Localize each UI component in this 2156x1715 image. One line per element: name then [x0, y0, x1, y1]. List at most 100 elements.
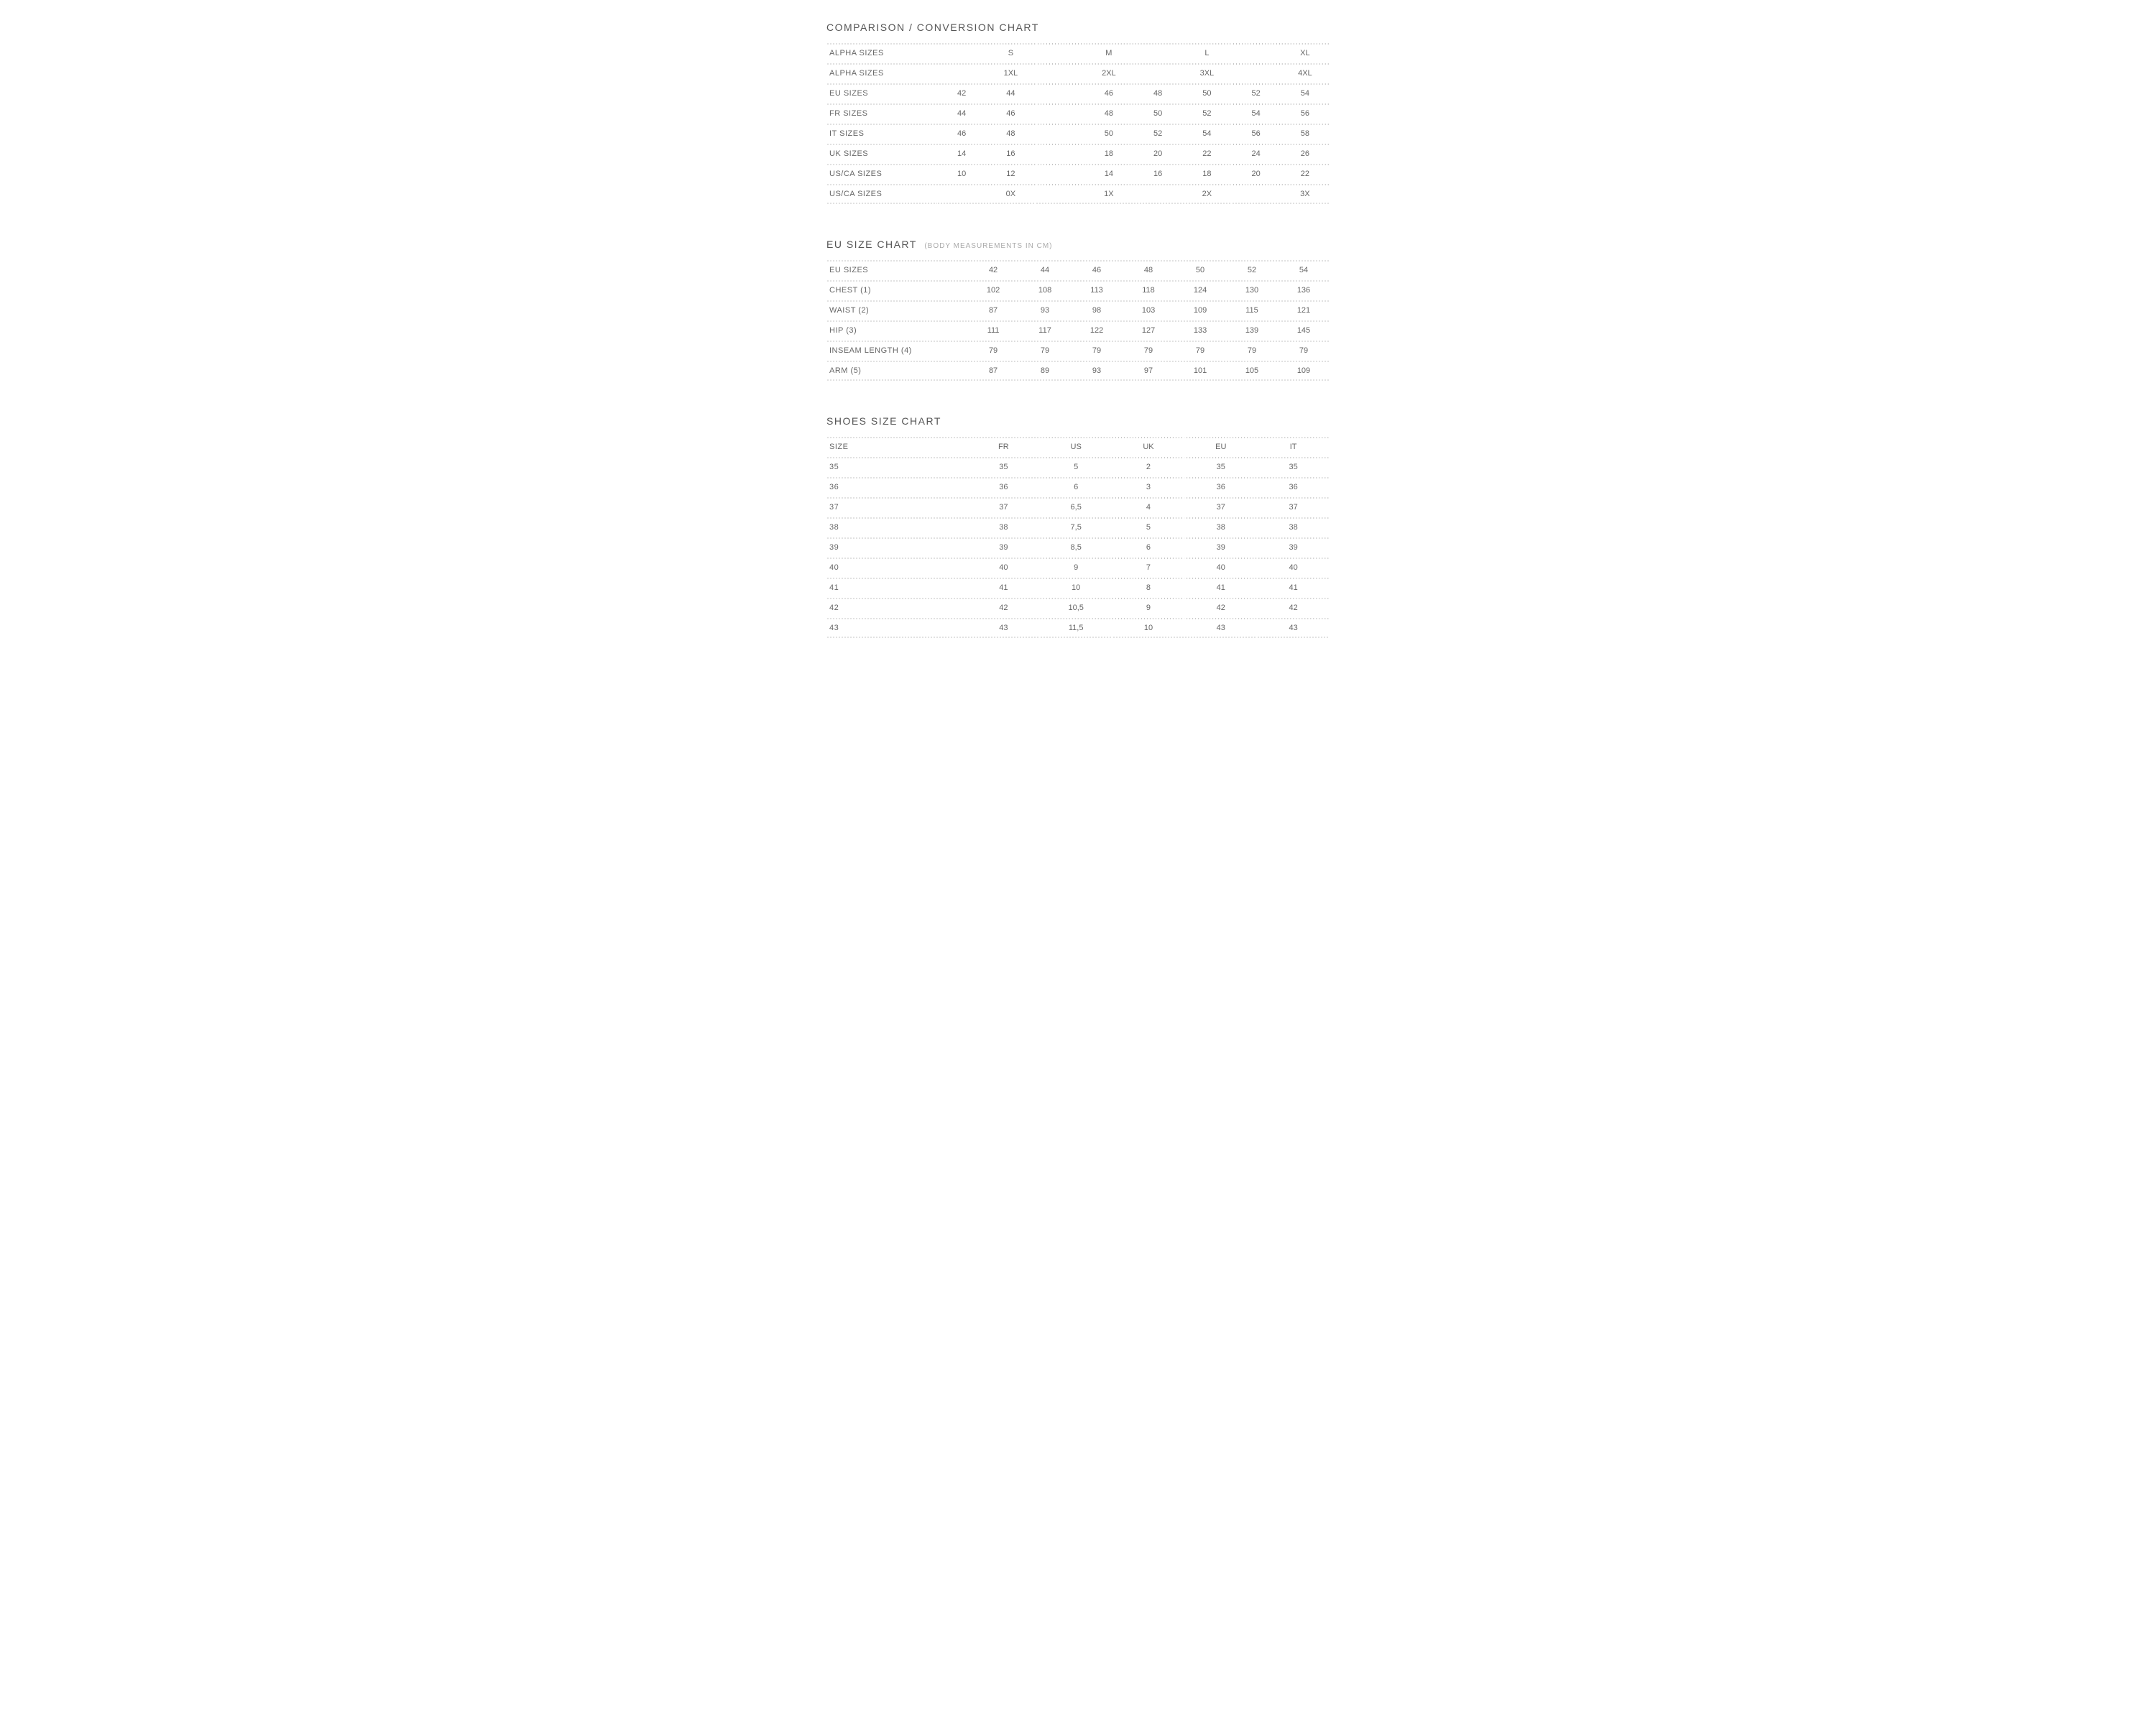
table-row: ALPHA SIZESSMLXL — [826, 43, 1330, 63]
cell-value: 40 — [1184, 558, 1257, 578]
cell-value: 2 — [1112, 457, 1185, 477]
cell-value: 37 — [967, 497, 1040, 517]
table-row: EU SIZES42444648505254 — [826, 260, 1330, 280]
cell-value: 56 — [1281, 103, 1330, 124]
cell-value: 103 — [1123, 300, 1174, 320]
table-row: EU SIZES42444648505254 — [826, 83, 1330, 103]
cell-value: 121 — [1278, 300, 1330, 320]
cell-value: 20 — [1232, 164, 1281, 184]
row-label: SIZE — [826, 437, 967, 457]
cell-value: UK — [1112, 437, 1185, 457]
cell-value: 3XL — [1182, 63, 1231, 83]
cell-value: 6 — [1040, 477, 1112, 497]
size-chart-page: COMPARISON / CONVERSION CHART ALPHA SIZE… — [826, 0, 1330, 667]
row-label: US/CA SIZES — [826, 184, 937, 204]
cell-value: 124 — [1174, 280, 1226, 300]
cell-value: 79 — [1174, 341, 1226, 361]
cell-value: 43 — [1257, 618, 1330, 638]
cell-value: 54 — [1281, 83, 1330, 103]
row-label: ALPHA SIZES — [826, 63, 937, 83]
cell-value — [1232, 63, 1281, 83]
cell-value: M — [1084, 43, 1133, 63]
cell-value: 79 — [1123, 341, 1174, 361]
cell-value: 35 — [1257, 457, 1330, 477]
cell-value: 14 — [1084, 164, 1133, 184]
cell-value: FR — [967, 437, 1040, 457]
cell-value: 3 — [1112, 477, 1185, 497]
cell-value: 89 — [1019, 361, 1071, 381]
cell-value: 24 — [1232, 144, 1281, 164]
table-row: HIP (3)111117122127133139145 — [826, 320, 1330, 341]
cell-value: 58 — [1281, 124, 1330, 144]
cell-value: 38 — [1184, 517, 1257, 537]
cell-value: 20 — [1133, 144, 1182, 164]
cell-value — [1036, 184, 1084, 204]
cell-value: 41 — [1257, 578, 1330, 598]
cell-value: 43 — [967, 618, 1040, 638]
cell-value: 5 — [1040, 457, 1112, 477]
cell-value: 111 — [967, 320, 1019, 341]
cell-value: 50 — [1174, 260, 1226, 280]
cell-value: 6 — [1112, 537, 1185, 558]
cell-value: 52 — [1182, 103, 1231, 124]
cell-value: 9 — [1040, 558, 1112, 578]
cell-value: 18 — [1182, 164, 1231, 184]
eu-chart-subtitle: (BODY MEASUREMENTS IN CM) — [924, 242, 1052, 250]
cell-value — [1133, 63, 1182, 83]
table-row: ARM (5)87899397101105109 — [826, 361, 1330, 381]
table-row: 3636633636 — [826, 477, 1330, 497]
cell-value: 39 — [967, 537, 1040, 558]
cell-value: 8,5 — [1040, 537, 1112, 558]
cell-value: 97 — [1123, 361, 1174, 381]
cell-value: 0X — [986, 184, 1035, 204]
cell-value: 16 — [986, 144, 1035, 164]
cell-value: 145 — [1278, 320, 1330, 341]
cell-value: 108 — [1019, 280, 1071, 300]
row-label: EU SIZES — [826, 83, 937, 103]
cell-value: 10 — [937, 164, 986, 184]
cell-value: 11,5 — [1040, 618, 1112, 638]
cell-value: 42 — [937, 83, 986, 103]
cell-value: 79 — [967, 341, 1019, 361]
cell-value: 35 — [1184, 457, 1257, 477]
row-label: 38 — [826, 517, 967, 537]
cell-value: 113 — [1071, 280, 1123, 300]
cell-value: US — [1040, 437, 1112, 457]
cell-value: 109 — [1278, 361, 1330, 381]
cell-value: 36 — [1184, 477, 1257, 497]
row-label: FR SIZES — [826, 103, 937, 124]
section-gap — [826, 381, 1330, 415]
shoes-table: SIZEFRUSUKEUIT3535523535363663363637376,… — [826, 437, 1330, 638]
cell-value: 2X — [1182, 184, 1231, 204]
cell-value: 3X — [1281, 184, 1330, 204]
table-row: 37376,543737 — [826, 497, 1330, 517]
cell-value: 139 — [1226, 320, 1278, 341]
cell-value: 22 — [1182, 144, 1231, 164]
cell-value: 87 — [967, 300, 1019, 320]
cell-value: 42 — [1184, 598, 1257, 618]
row-label: 39 — [826, 537, 967, 558]
cell-value: 109 — [1174, 300, 1226, 320]
cell-value: 93 — [1019, 300, 1071, 320]
cell-value: 6,5 — [1040, 497, 1112, 517]
cell-value — [1036, 43, 1084, 63]
cell-value: 40 — [967, 558, 1040, 578]
table-row: ALPHA SIZES1XL2XL3XL4XL — [826, 63, 1330, 83]
cell-value: 37 — [1257, 497, 1330, 517]
cell-value: 52 — [1232, 83, 1281, 103]
cell-value: 56 — [1232, 124, 1281, 144]
cell-value: 46 — [986, 103, 1035, 124]
cell-value — [1036, 103, 1084, 124]
cell-value: 7,5 — [1040, 517, 1112, 537]
cell-value: 36 — [1257, 477, 1330, 497]
cell-value: 101 — [1174, 361, 1226, 381]
cell-value: S — [986, 43, 1035, 63]
cell-value: 44 — [937, 103, 986, 124]
cell-value: 36 — [967, 477, 1040, 497]
cell-value: 42 — [1257, 598, 1330, 618]
cell-value: 22 — [1281, 164, 1330, 184]
row-label: US/CA SIZES — [826, 164, 937, 184]
cell-value: 38 — [1257, 517, 1330, 537]
cell-value: 37 — [1184, 497, 1257, 517]
table-row: FR SIZES44464850525456 — [826, 103, 1330, 124]
